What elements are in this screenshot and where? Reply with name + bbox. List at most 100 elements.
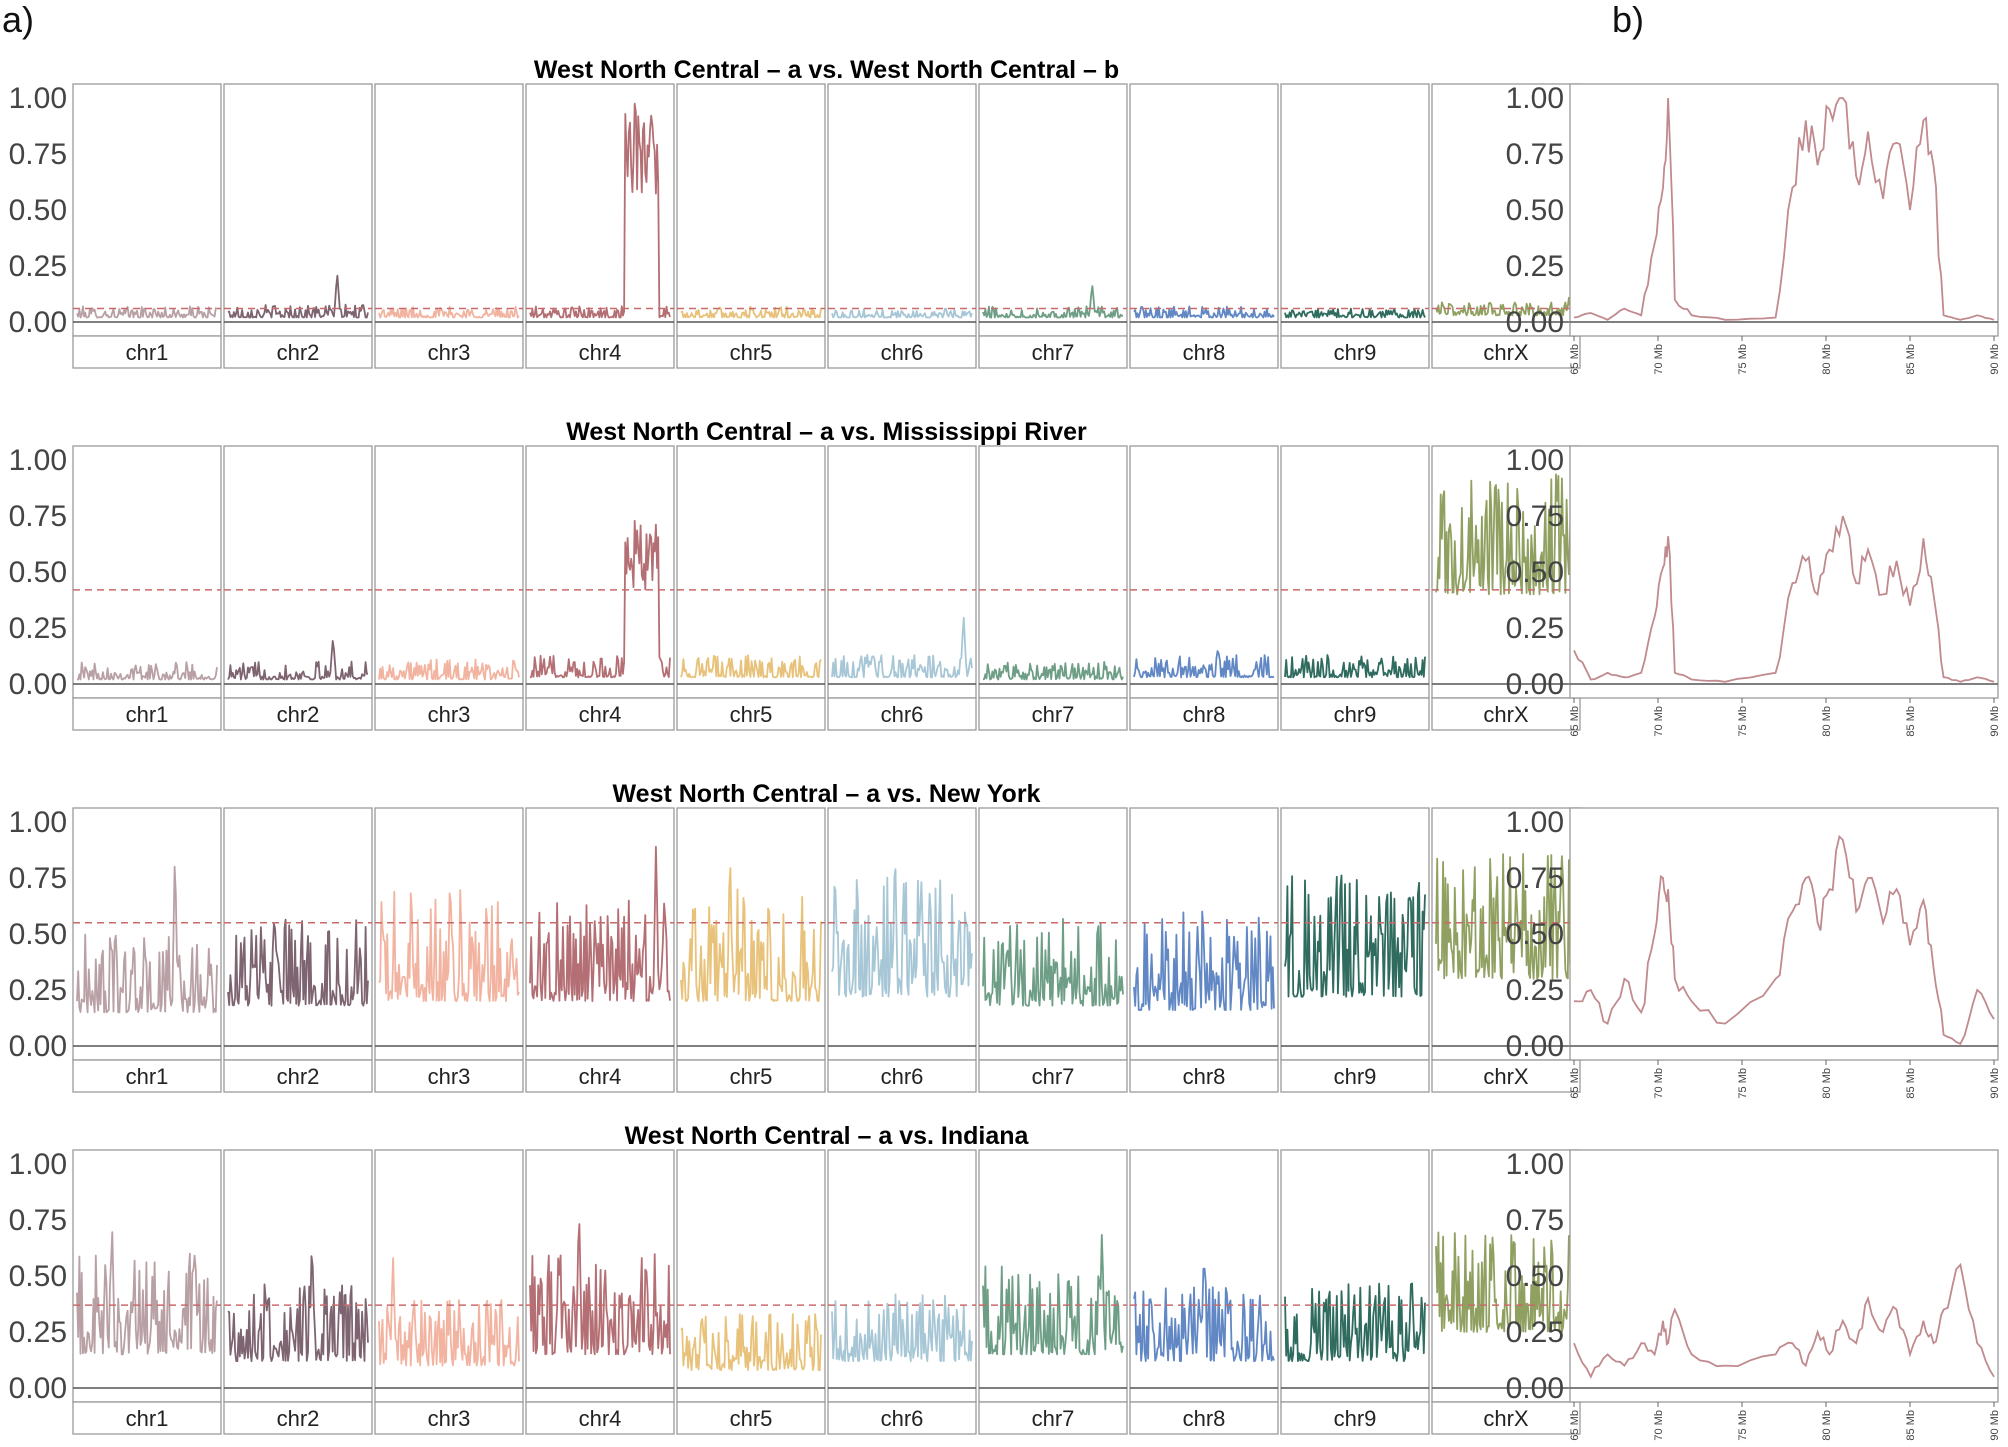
- facet-strip: [1431, 1059, 1581, 1093]
- facet-strip: [374, 697, 524, 731]
- facet-frame: [1280, 1149, 1430, 1403]
- facet-strip: [978, 1401, 1128, 1435]
- facet-chr5-row3: chr5: [676, 807, 826, 1093]
- chrom-label-chr1: chr1: [126, 1406, 169, 1431]
- zoom-frame: [1569, 445, 1999, 699]
- row-title-4: West North Central – a vs. Indiana: [625, 1122, 1030, 1150]
- zoom-fst-line: [1573, 97, 1995, 321]
- chrom-label-chr9: chr9: [1334, 702, 1377, 727]
- zoom-x-tick-label: 85 Mb: [1905, 706, 1917, 737]
- fst-line-chrX: [1435, 296, 1577, 317]
- y-tick-label: 0.00: [9, 306, 67, 339]
- plot-area: West North Central – a vs. West North Ce…: [9, 56, 2001, 1441]
- fst-line-chrX: [1435, 471, 1577, 596]
- zoom-x-tick-label: 70 Mb: [1653, 344, 1665, 375]
- chrom-label-chrX: chrX: [1483, 702, 1529, 727]
- zoom-y-tick-label: 1.00: [1506, 1148, 1564, 1181]
- facet-frame: [978, 445, 1128, 699]
- fst-line-chr4: [529, 1223, 671, 1356]
- zoom-panel-row1: 0.00 0.25 0.50 0.75 1.00 65 Mb 70 Mb 75 Mb 80 Mb…: [1506, 82, 2001, 375]
- chrom-label-chr1: chr1: [126, 1064, 169, 1089]
- y-tick-label: 1.00: [9, 1148, 67, 1181]
- facet-frame: [374, 1149, 524, 1403]
- y-tick-label: 0.00: [9, 1372, 67, 1405]
- fst-line-chrX: [1435, 1231, 1577, 1333]
- chrom-label-chr5: chr5: [730, 1406, 773, 1431]
- chrom-label-chr7: chr7: [1032, 340, 1075, 365]
- zoom-x-tick-label: 70 Mb: [1653, 706, 1665, 737]
- zoom-x-tick-label: 85 Mb: [1905, 344, 1917, 375]
- fst-line-chr9: [1284, 874, 1426, 998]
- zoom-fst-line: [1573, 834, 1995, 1045]
- y-tick-label: 0.75: [9, 138, 67, 171]
- fst-line-chr9: [1284, 654, 1426, 679]
- facet-chr3-row4: chr3: [374, 1149, 524, 1435]
- zoom-x-tick-label: 75 Mb: [1737, 1068, 1749, 1099]
- chrom-label-chrX: chrX: [1483, 1406, 1529, 1431]
- fst-line-chr7: [982, 918, 1124, 1007]
- facet-frame: [676, 83, 826, 337]
- facet-strip: [827, 1059, 977, 1093]
- zoom-y-tick-label: 0.75: [1506, 500, 1564, 533]
- facet-chr6-row2: chr6: [827, 445, 977, 731]
- zoom-frame: [1569, 1149, 1999, 1403]
- y-tick-label: 0.00: [9, 1030, 67, 1063]
- chrom-label-chr4: chr4: [579, 702, 622, 727]
- zoom-y-tick-label: 0.50: [1506, 1260, 1564, 1293]
- zoom-x-tick-label: 75 Mb: [1737, 1410, 1749, 1441]
- facet-strip: [72, 697, 222, 731]
- fst-line-chr5: [680, 1313, 822, 1371]
- zoom-x-tick-label: 70 Mb: [1653, 1068, 1665, 1099]
- facet-strip: [223, 1401, 373, 1435]
- fst-line-chr8: [1133, 1267, 1275, 1362]
- zoom-x-tick-label: 85 Mb: [1905, 1410, 1917, 1441]
- fst-line-chr8: [1133, 650, 1275, 679]
- facet-strip: [72, 1059, 222, 1093]
- y-tick-label: 0.75: [9, 862, 67, 895]
- facet-chr7-row4: chr7: [978, 1149, 1128, 1435]
- facet-strip: [525, 1401, 675, 1435]
- facet-chr3-row3: chr3: [374, 807, 524, 1093]
- zoom-frame: [1569, 807, 1999, 1061]
- chrom-label-chr7: chr7: [1032, 1406, 1075, 1431]
- facet-frame: [374, 83, 524, 337]
- zoom-x-tick-label: 90 Mb: [1989, 344, 2001, 375]
- zoom-x-tick-label: 80 Mb: [1821, 706, 1833, 737]
- facet-chr9-row2: chr9: [1280, 445, 1430, 731]
- facet-strip: [374, 335, 524, 369]
- zoom-y-tick-label: 1.00: [1506, 806, 1564, 839]
- facet-strip: [374, 1401, 524, 1435]
- chrom-label-chrX: chrX: [1483, 1064, 1529, 1089]
- facet-chr4-row2: chr4: [525, 445, 675, 731]
- facet-frame: [374, 445, 524, 699]
- facet-chr3-row1: chr3: [374, 83, 524, 369]
- facet-strip: [827, 335, 977, 369]
- zoom-panel-row2: 0.00 0.25 0.50 0.75 1.00 65 Mb 70 Mb 75 Mb 80 Mb…: [1506, 444, 2001, 737]
- facet-frame: [1280, 83, 1430, 337]
- fst-line-chr5: [680, 654, 822, 679]
- zoom-x-tick-label: 80 Mb: [1821, 1068, 1833, 1099]
- fst-line-chr6: [831, 1293, 973, 1362]
- fst-line-chr7: [982, 285, 1124, 319]
- facet-frame: [72, 83, 222, 337]
- facet-frame: [827, 445, 977, 699]
- fst-line-chr9: [1284, 307, 1426, 319]
- zoom-y-tick-label: 0.50: [1506, 918, 1564, 951]
- facet-strip: [676, 697, 826, 731]
- facet-frame: [223, 445, 373, 699]
- row-title-3: West North Central – a vs. New York: [613, 780, 1041, 808]
- chrom-label-chr2: chr2: [277, 702, 320, 727]
- facet-strip: [676, 1059, 826, 1093]
- facet-strip: [223, 335, 373, 369]
- zoom-y-tick-label: 0.50: [1506, 194, 1564, 227]
- fst-line-chr8: [1133, 305, 1275, 319]
- chrom-label-chr6: chr6: [881, 1064, 924, 1089]
- facet-frame: [223, 807, 373, 1061]
- fst-line-chr2: [227, 640, 369, 681]
- zoom-y-tick-label: 1.00: [1506, 82, 1564, 115]
- facet-strip: [1280, 335, 1430, 369]
- fst-line-chr1: [76, 305, 218, 319]
- zoom-x-tick-label: 65 Mb: [1569, 706, 1581, 737]
- fst-line-chr7: [982, 661, 1124, 681]
